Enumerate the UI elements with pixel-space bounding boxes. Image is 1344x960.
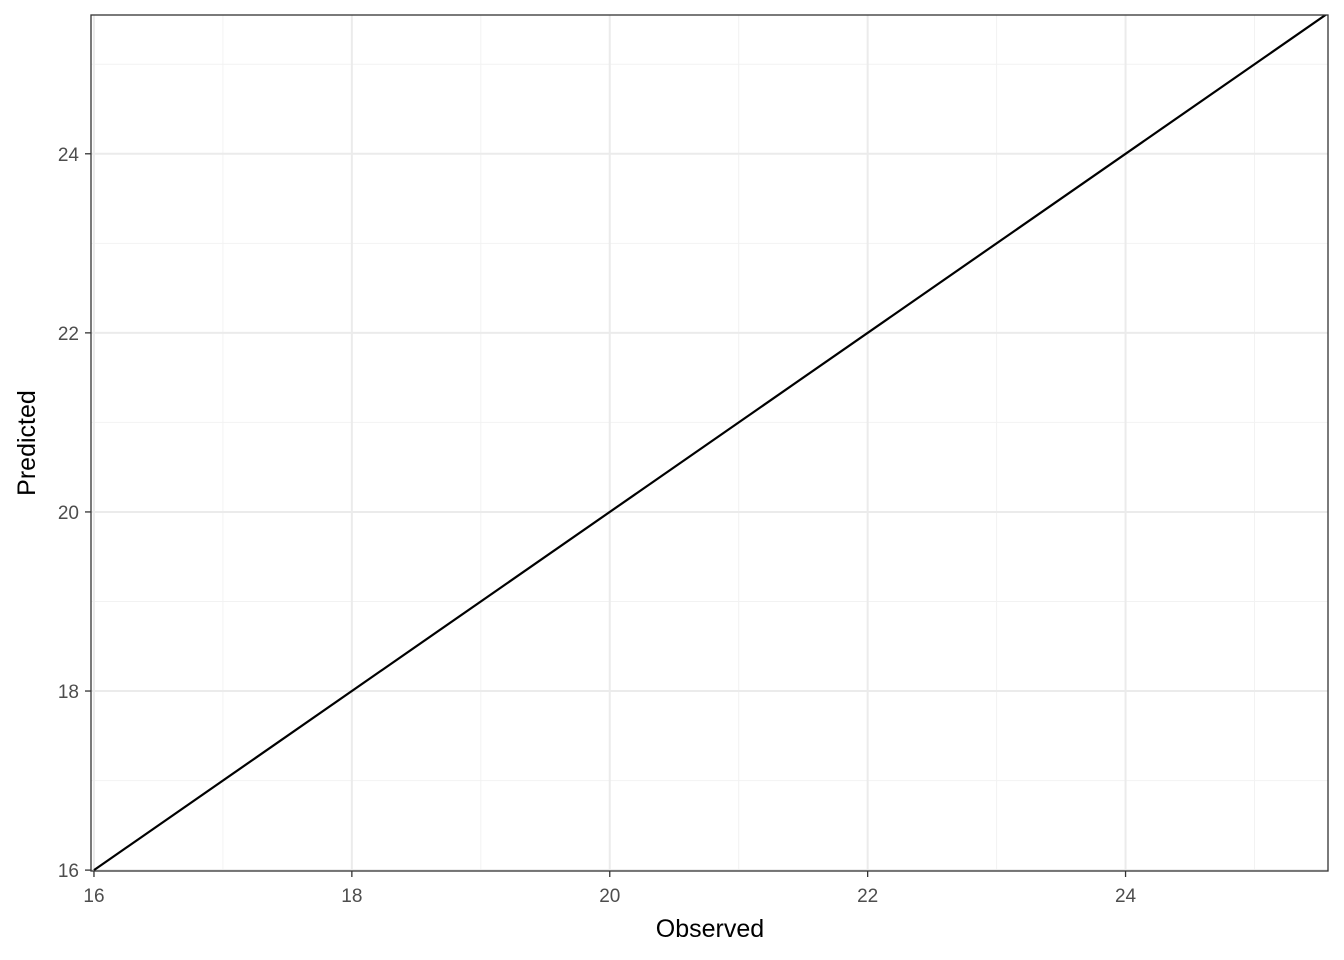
x-tick-label: 18 <box>341 886 362 907</box>
y-tick-label: 16 <box>58 861 79 882</box>
y-tick-label: 22 <box>58 324 79 345</box>
panel-border <box>90 14 1329 872</box>
x-tick-label: 20 <box>599 886 620 907</box>
y-tick-label: 20 <box>58 503 79 524</box>
grid <box>91 15 1328 872</box>
series-lines <box>93 15 1328 871</box>
y-tick-label: 24 <box>58 145 80 166</box>
x-axis-label: Observed <box>656 915 764 943</box>
y-tick-label: 18 <box>58 682 79 703</box>
y-axis-label: Predicted <box>13 390 41 496</box>
x-axis: 16 18 20 22 24 <box>83 871 1137 907</box>
x-tick-label: 16 <box>83 886 104 907</box>
x-tick-label: 24 <box>1115 886 1137 907</box>
series-line <box>93 15 1328 871</box>
x-tick-label: 22 <box>857 886 878 907</box>
y-axis: 16 18 20 22 24 <box>58 145 91 882</box>
